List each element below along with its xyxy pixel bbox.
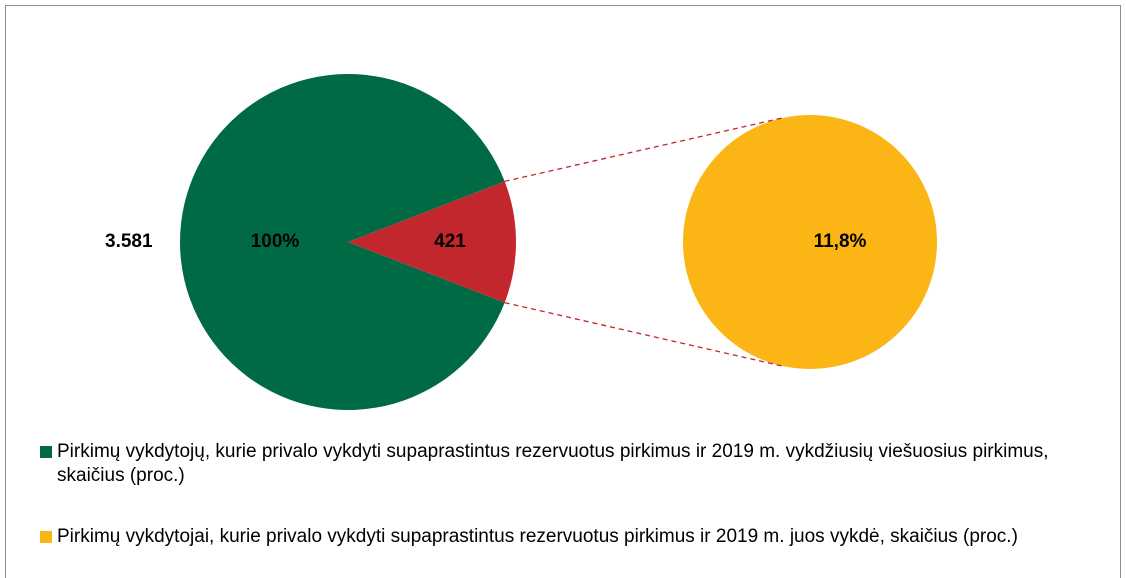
legend-item: Pirkimų vykdytojų, kurie privalo vykdyti… <box>40 440 1100 488</box>
data-label: 11,8% <box>814 231 867 252</box>
legend-swatch <box>40 446 52 458</box>
chart-border <box>5 5 1121 578</box>
legend-label: Pirkimų vykdytojų, kurie privalo vykdyti… <box>57 441 1049 486</box>
pie-slice <box>180 74 505 410</box>
legend-item: Pirkimų vykdytojai, kurie privalo vykdyt… <box>40 525 1100 549</box>
data-label: 421 <box>434 231 466 252</box>
connector-line <box>504 117 783 182</box>
legend-swatch <box>40 531 52 543</box>
secondary-pie <box>683 115 937 369</box>
legend-label: Pirkimų vykdytojai, kurie privalo vykdyt… <box>57 526 1018 547</box>
pie-slice <box>348 181 516 303</box>
connector-line <box>504 302 783 367</box>
data-label: 3.581 <box>105 231 153 252</box>
data-label: 100% <box>251 231 300 252</box>
